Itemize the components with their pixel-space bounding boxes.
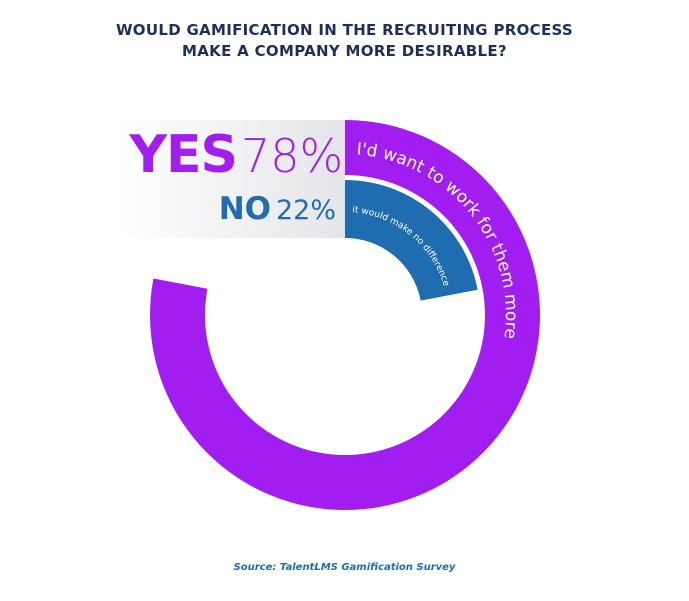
series-name: YES <box>128 125 237 185</box>
arc-bar <box>345 180 478 301</box>
chart-title: WOULD GAMIFICATION IN THE RECRUITING PRO… <box>115 21 574 60</box>
series-name: NO <box>219 191 271 227</box>
value-label: 22% <box>276 195 336 226</box>
source: Source: TalentLMS Gamification Survey <box>233 562 456 573</box>
value-label: 78% <box>241 129 343 183</box>
label-panel <box>120 120 345 238</box>
